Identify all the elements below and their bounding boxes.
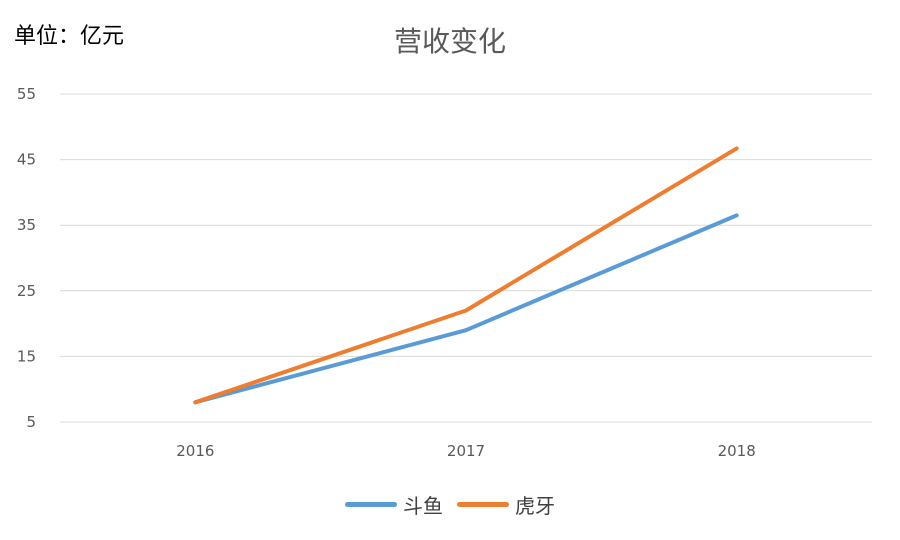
y-tick-label: 25 [17,282,36,300]
series-lines [193,146,739,405]
y-tick-label: 35 [17,216,36,234]
legend-item-huya: 虎牙 [457,490,555,519]
legend-label-huya: 虎牙 [515,494,555,518]
y-tick-label: 55 [17,85,36,103]
y-axis-ticks: 5 15 25 35 45 55 [17,85,36,431]
legend-label-douyu: 斗鱼 [403,494,443,518]
legend-swatch-huya [457,502,509,507]
grid-lines [60,93,872,423]
unit-label: 单位：亿元 [14,24,125,49]
y-tick-label: 5 [26,413,36,431]
legend-item-douyu: 斗鱼 [345,490,443,519]
x-tick-label: 2016 [176,442,214,460]
x-axis-ticks: 2016 2017 2018 [176,442,756,460]
x-tick-label: 2018 [718,442,756,460]
legend-swatch-douyu [345,502,397,507]
y-tick-label: 15 [17,347,36,365]
chart-title: 营收变化 [393,25,506,58]
y-tick-label: 45 [17,151,36,169]
x-tick-label: 2017 [447,442,485,460]
series-line-huya [193,146,739,405]
legend: 斗鱼 虎牙 [0,490,900,519]
